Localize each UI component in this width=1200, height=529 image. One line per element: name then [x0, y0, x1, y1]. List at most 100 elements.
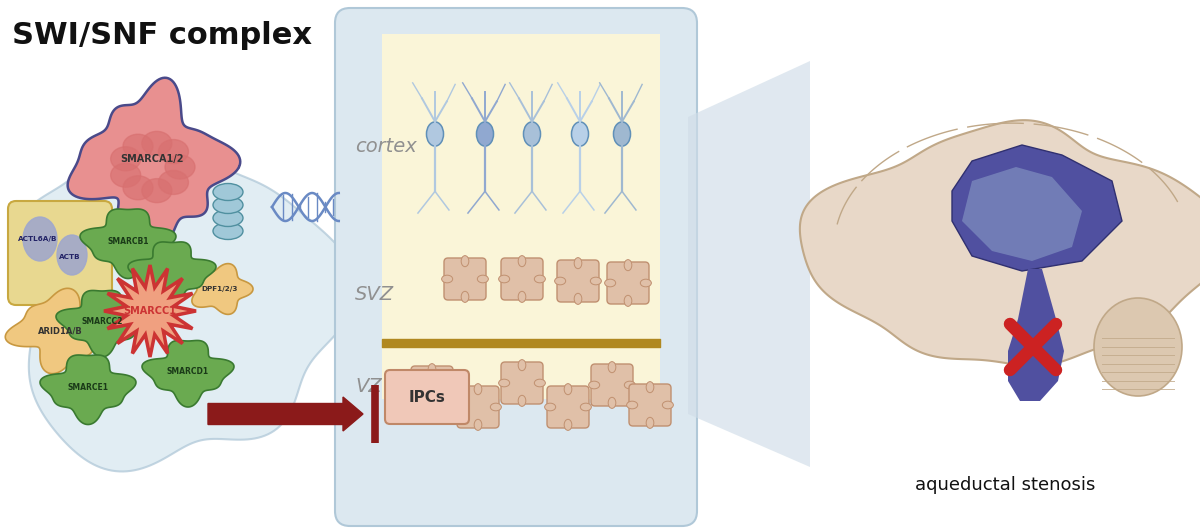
- Text: IPCs: IPCs: [408, 389, 445, 405]
- Polygon shape: [40, 355, 136, 424]
- Polygon shape: [104, 265, 196, 357]
- Ellipse shape: [605, 279, 616, 287]
- Ellipse shape: [455, 403, 466, 411]
- Ellipse shape: [608, 362, 616, 372]
- Text: DPF1/2/3: DPF1/2/3: [202, 286, 238, 292]
- Text: SMARCC1: SMARCC1: [124, 306, 176, 316]
- FancyBboxPatch shape: [557, 260, 599, 302]
- Ellipse shape: [613, 122, 630, 146]
- Ellipse shape: [662, 401, 673, 409]
- Ellipse shape: [474, 419, 482, 431]
- FancyBboxPatch shape: [457, 386, 499, 428]
- Ellipse shape: [478, 275, 488, 283]
- Ellipse shape: [626, 401, 637, 409]
- Ellipse shape: [608, 397, 616, 408]
- Text: SMARCD1: SMARCD1: [167, 367, 209, 376]
- Ellipse shape: [214, 184, 242, 200]
- FancyBboxPatch shape: [629, 384, 671, 426]
- FancyBboxPatch shape: [607, 262, 649, 304]
- Ellipse shape: [110, 147, 140, 171]
- FancyBboxPatch shape: [592, 364, 634, 406]
- Text: VZ: VZ: [355, 378, 382, 397]
- Ellipse shape: [534, 275, 545, 283]
- Ellipse shape: [518, 291, 526, 303]
- Ellipse shape: [545, 403, 556, 411]
- Ellipse shape: [124, 134, 154, 158]
- Ellipse shape: [142, 131, 172, 156]
- Polygon shape: [1008, 269, 1064, 401]
- Ellipse shape: [518, 360, 526, 371]
- Ellipse shape: [624, 260, 632, 271]
- Ellipse shape: [590, 277, 601, 285]
- Ellipse shape: [571, 122, 588, 146]
- Ellipse shape: [564, 384, 572, 395]
- Text: SMARCB1: SMARCB1: [107, 236, 149, 245]
- Polygon shape: [382, 34, 660, 399]
- Polygon shape: [952, 145, 1122, 271]
- Ellipse shape: [574, 293, 582, 304]
- Polygon shape: [688, 61, 810, 467]
- Ellipse shape: [499, 379, 510, 387]
- Ellipse shape: [581, 403, 592, 411]
- Ellipse shape: [523, 122, 540, 146]
- Ellipse shape: [499, 275, 510, 283]
- Ellipse shape: [461, 291, 469, 303]
- Polygon shape: [56, 290, 148, 357]
- Text: ACTB: ACTB: [59, 254, 80, 260]
- FancyBboxPatch shape: [385, 370, 469, 424]
- Polygon shape: [80, 209, 176, 278]
- FancyBboxPatch shape: [412, 366, 454, 408]
- Ellipse shape: [574, 258, 582, 269]
- Ellipse shape: [214, 209, 242, 226]
- Ellipse shape: [409, 383, 420, 391]
- Ellipse shape: [444, 383, 455, 391]
- Ellipse shape: [646, 417, 654, 428]
- Ellipse shape: [491, 403, 502, 411]
- Ellipse shape: [624, 381, 635, 389]
- Ellipse shape: [518, 395, 526, 406]
- Ellipse shape: [461, 256, 469, 267]
- Polygon shape: [128, 242, 216, 305]
- Ellipse shape: [624, 295, 632, 306]
- Ellipse shape: [641, 279, 652, 287]
- Ellipse shape: [158, 140, 188, 163]
- FancyBboxPatch shape: [8, 201, 112, 305]
- Ellipse shape: [518, 256, 526, 267]
- Ellipse shape: [124, 176, 154, 200]
- Ellipse shape: [110, 163, 140, 187]
- Ellipse shape: [474, 384, 482, 395]
- Ellipse shape: [589, 381, 600, 389]
- Text: SMARCE1: SMARCE1: [67, 382, 108, 391]
- Ellipse shape: [426, 122, 444, 146]
- FancyArrow shape: [208, 397, 364, 431]
- Text: SMARCA1/2: SMARCA1/2: [120, 154, 184, 164]
- Ellipse shape: [534, 379, 545, 387]
- Ellipse shape: [554, 277, 565, 285]
- FancyBboxPatch shape: [335, 8, 697, 526]
- Ellipse shape: [58, 235, 88, 275]
- Polygon shape: [67, 78, 240, 249]
- Polygon shape: [142, 341, 234, 407]
- Polygon shape: [962, 167, 1082, 261]
- Text: SMARCC2: SMARCC2: [82, 316, 122, 325]
- FancyBboxPatch shape: [547, 386, 589, 428]
- Text: SWI/SNF complex: SWI/SNF complex: [12, 21, 312, 50]
- Ellipse shape: [646, 381, 654, 393]
- Ellipse shape: [442, 275, 452, 283]
- Ellipse shape: [142, 179, 172, 203]
- Polygon shape: [800, 120, 1200, 366]
- Ellipse shape: [476, 122, 493, 146]
- Ellipse shape: [166, 155, 194, 179]
- Text: ARID1A/B: ARID1A/B: [37, 326, 83, 335]
- Ellipse shape: [564, 419, 572, 431]
- Ellipse shape: [214, 223, 242, 240]
- FancyBboxPatch shape: [444, 258, 486, 300]
- Text: ACTL6A/B: ACTL6A/B: [18, 236, 58, 242]
- Ellipse shape: [428, 399, 436, 411]
- Ellipse shape: [23, 217, 58, 261]
- Ellipse shape: [1094, 298, 1182, 396]
- FancyBboxPatch shape: [502, 258, 542, 300]
- Ellipse shape: [158, 170, 188, 195]
- Ellipse shape: [214, 196, 242, 214]
- Text: cortex: cortex: [355, 138, 416, 157]
